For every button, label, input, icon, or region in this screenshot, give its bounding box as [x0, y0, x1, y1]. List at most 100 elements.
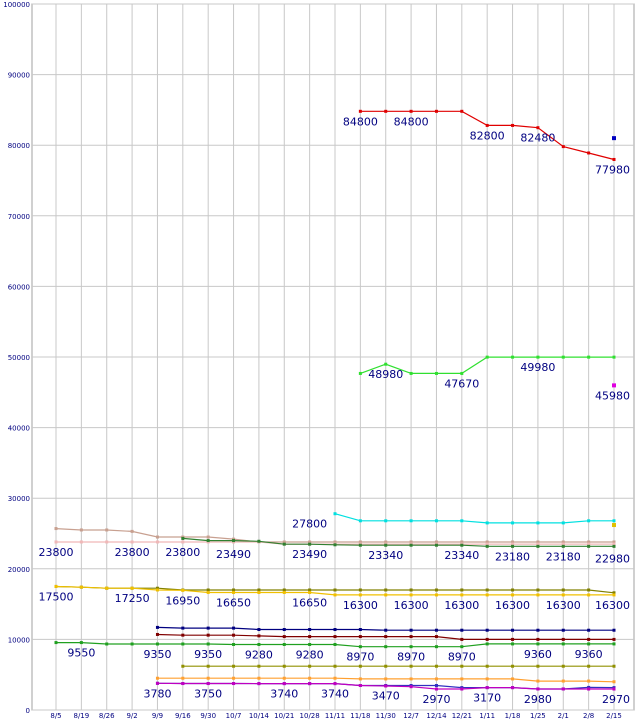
data-point: [561, 588, 565, 592]
data-point: [384, 684, 388, 688]
data-point: [206, 535, 210, 539]
data-point: [511, 544, 515, 548]
data-point: [257, 676, 261, 680]
x-tick-label: 8/19: [73, 712, 89, 720]
data-point: [460, 109, 464, 113]
data-point: [155, 625, 159, 629]
data-point: [434, 540, 438, 544]
data-point: [612, 680, 616, 684]
data-point: [612, 664, 616, 668]
data-point: [409, 593, 413, 597]
data-point: [409, 628, 413, 632]
data-point: [384, 519, 388, 523]
data-label: 9350: [143, 648, 171, 661]
data-point: [561, 664, 565, 668]
data-label: 84800: [343, 115, 378, 128]
data-point: [105, 540, 109, 544]
data-point: [384, 677, 388, 681]
x-tick-label: 10/28: [300, 712, 320, 720]
data-point: [384, 635, 388, 639]
data-point: [587, 519, 591, 523]
data-point: [511, 542, 515, 546]
data-point: [612, 593, 616, 597]
data-point: [460, 645, 464, 649]
data-label: 16300: [394, 599, 429, 612]
data-point: [561, 544, 565, 548]
data-point: [460, 519, 464, 523]
data-point: [232, 626, 236, 630]
data-label: 77980: [595, 163, 630, 176]
data-point: [333, 676, 337, 680]
data-point: [511, 664, 515, 668]
x-tick-label: 9/9: [152, 712, 163, 720]
data-point: [181, 633, 185, 637]
data-point: [333, 635, 337, 639]
data-point: [181, 540, 185, 544]
data-point: [358, 371, 362, 375]
data-point: [308, 664, 312, 668]
data-point: [333, 664, 337, 668]
data-point: [434, 635, 438, 639]
data-point: [460, 637, 464, 641]
data-point: [358, 677, 362, 681]
data-point: [612, 519, 616, 523]
data-label: 47670: [444, 377, 479, 390]
data-point: [181, 536, 185, 540]
data-point: [206, 539, 210, 543]
data-point: [257, 634, 261, 638]
data-label: 8970: [346, 651, 374, 664]
data-point: [536, 664, 540, 668]
data-point: [511, 540, 515, 544]
data-point: [155, 642, 159, 646]
data-point: [612, 355, 616, 359]
data-point: [460, 664, 464, 668]
extra-data-point: [612, 136, 616, 141]
data-point: [587, 151, 591, 155]
data-point: [232, 588, 236, 592]
data-point: [409, 685, 413, 689]
data-point: [587, 588, 591, 592]
data-label: 16950: [165, 594, 200, 607]
data-point: [612, 637, 616, 641]
data-point: [358, 540, 362, 544]
data-point: [79, 540, 83, 544]
data-point: [409, 664, 413, 668]
x-tick-label: 12/7: [403, 712, 419, 720]
data-point: [587, 593, 591, 597]
data-point: [460, 543, 464, 547]
data-point: [384, 664, 388, 668]
data-point: [79, 528, 83, 532]
data-point: [206, 633, 210, 637]
data-point: [384, 588, 388, 592]
data-point: [282, 642, 286, 646]
data-point: [511, 355, 515, 359]
y-tick-label: 60000: [8, 283, 30, 291]
data-point: [434, 519, 438, 523]
data-label: 16650: [216, 596, 251, 609]
data-point: [181, 676, 185, 680]
x-tick-label: 9/30: [200, 712, 216, 720]
data-point: [587, 355, 591, 359]
data-point: [409, 540, 413, 544]
data-point: [409, 543, 413, 547]
x-tick-label: 10/14: [249, 712, 270, 720]
data-point: [181, 664, 185, 668]
data-point: [511, 628, 515, 632]
data-point: [485, 593, 489, 597]
data-point: [511, 588, 515, 592]
data-label: 22980: [595, 552, 630, 565]
x-tick-label: 2/1: [558, 712, 569, 720]
y-tick-label: 100000: [3, 1, 30, 9]
data-point: [333, 512, 337, 516]
data-point: [257, 539, 261, 543]
data-point: [358, 664, 362, 668]
data-point: [409, 645, 413, 649]
data-label: 2970: [422, 693, 450, 706]
y-tick-label: 10000: [8, 636, 30, 644]
data-label: 23340: [444, 549, 479, 562]
data-point: [130, 540, 134, 544]
data-point: [561, 637, 565, 641]
x-tick-label: 10/21: [274, 712, 294, 720]
y-tick-label: 30000: [8, 495, 30, 503]
